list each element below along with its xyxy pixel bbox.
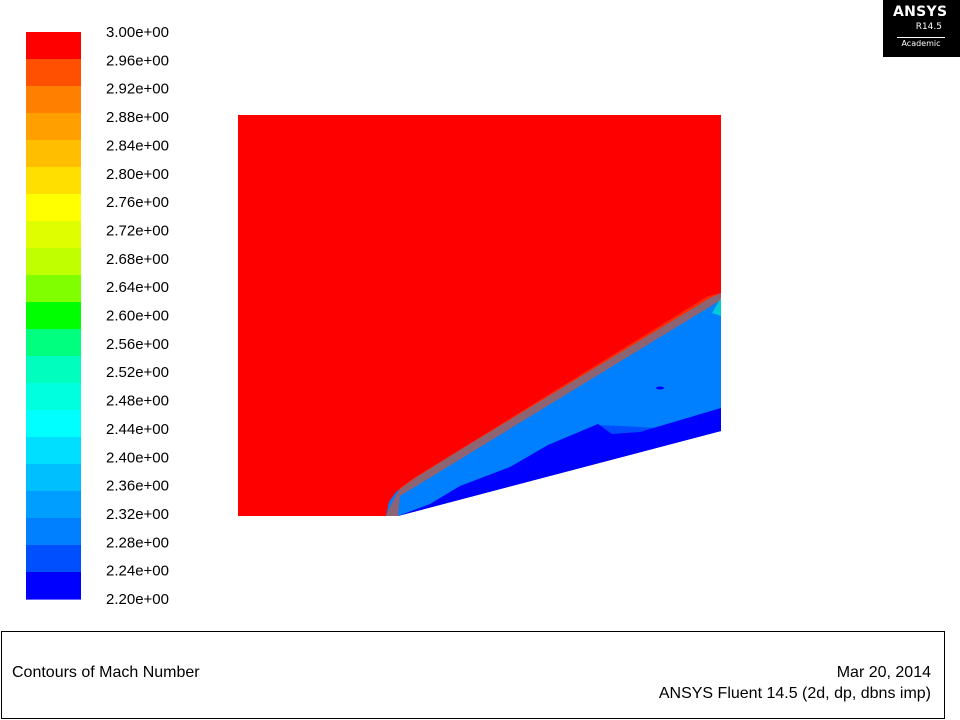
- solver-version: ANSYS Fluent 14.5 (2d, dp, dbns imp): [658, 685, 931, 702]
- colorbar-tick-label: 2.32e+00: [106, 506, 169, 523]
- colorbar-swatch: [26, 437, 81, 465]
- low-mach-region: [398, 408, 721, 516]
- colorbar-tick-label: 2.52e+00: [106, 364, 169, 381]
- shock-band-outer: [386, 293, 721, 516]
- colorbar-swatch: [26, 194, 81, 222]
- colorbar-swatch: [26, 221, 81, 249]
- colorbar-tick-label: 2.80e+00: [106, 166, 169, 183]
- colorbar-swatch: [26, 545, 81, 573]
- colorbar-swatch: [26, 329, 81, 357]
- colorbar-tick-label: 3.00e+00: [106, 24, 169, 41]
- ansys-logo: ANSYS R14.5 Academic: [883, 0, 960, 57]
- logo-release: R14.5: [915, 22, 942, 32]
- colorbar-swatch: [26, 518, 81, 546]
- colorbar-tick-label: 2.48e+00: [106, 393, 169, 410]
- low-mach-region-mid: [600, 408, 721, 437]
- colorbar-swatch: [26, 248, 81, 276]
- contour-plot: [238, 115, 721, 516]
- flow-domain: [238, 115, 721, 516]
- colorbar-swatch: [26, 167, 81, 195]
- colorbar-tick-label: 2.64e+00: [106, 279, 169, 296]
- colorbar-tick-label: 2.88e+00: [106, 109, 169, 126]
- colorbar-tick-label: 2.68e+00: [106, 251, 169, 268]
- colorbar-tick-label: 2.60e+00: [106, 308, 169, 325]
- colorbar: 3.00e+00 2.96e+00 2.92e+00 2.88e+00 2.84e+00…: [26, 24, 169, 608]
- colorbar-swatch: [26, 140, 81, 168]
- colorbar-tick-label: 2.36e+00: [106, 478, 169, 495]
- freestream-edge-patch: [712, 298, 721, 316]
- colorbar-tick-label: 2.44e+00: [106, 421, 169, 438]
- colorbar-tick-label: 2.56e+00: [106, 336, 169, 353]
- colorbar-swatch: [26, 86, 81, 114]
- logo-brand: ANSYS: [893, 4, 948, 20]
- colorbar-tick-label: 2.96e+00: [106, 52, 169, 69]
- colorbar-swatch: [26, 491, 81, 519]
- colorbar-swatch: [26, 356, 81, 384]
- graphics-viewport[interactable]: 3.00e+00 2.96e+00 2.92e+00 2.88e+00 2.84e+00…: [0, 0, 960, 630]
- colorbar-tick-label: 2.84e+00: [106, 137, 169, 154]
- local-feature: [656, 386, 664, 390]
- colorbar-tick-label: 2.92e+00: [106, 81, 169, 98]
- colorbar-tick-label: 2.20e+00: [106, 591, 169, 608]
- colorbar-swatch: [26, 59, 81, 87]
- title-block: Contours of Mach Number Mar 20, 2014 ANS…: [1, 631, 945, 719]
- colorbar-swatch: [26, 113, 81, 141]
- colorbar-swatch: [26, 410, 81, 438]
- colorbar-swatch: [26, 275, 81, 303]
- colorbar-swatch: [26, 383, 81, 411]
- logo-edition: Academic: [897, 37, 945, 48]
- colorbar-swatch: [26, 32, 81, 60]
- colorbar-tick-label: 2.24e+00: [106, 563, 169, 580]
- colorbar-tick-label: 2.72e+00: [106, 222, 169, 239]
- colorbar-tick-label: 2.28e+00: [106, 534, 169, 551]
- colorbar-tick-label: 2.76e+00: [106, 194, 169, 211]
- colorbar-swatch: [26, 464, 81, 492]
- colorbar-swatch: [26, 572, 81, 600]
- plot-date: Mar 20, 2014: [836, 664, 931, 681]
- plot-title: Contours of Mach Number: [12, 664, 200, 681]
- colorbar-swatch: [26, 302, 81, 330]
- colorbar-tick-label: 2.40e+00: [106, 449, 169, 466]
